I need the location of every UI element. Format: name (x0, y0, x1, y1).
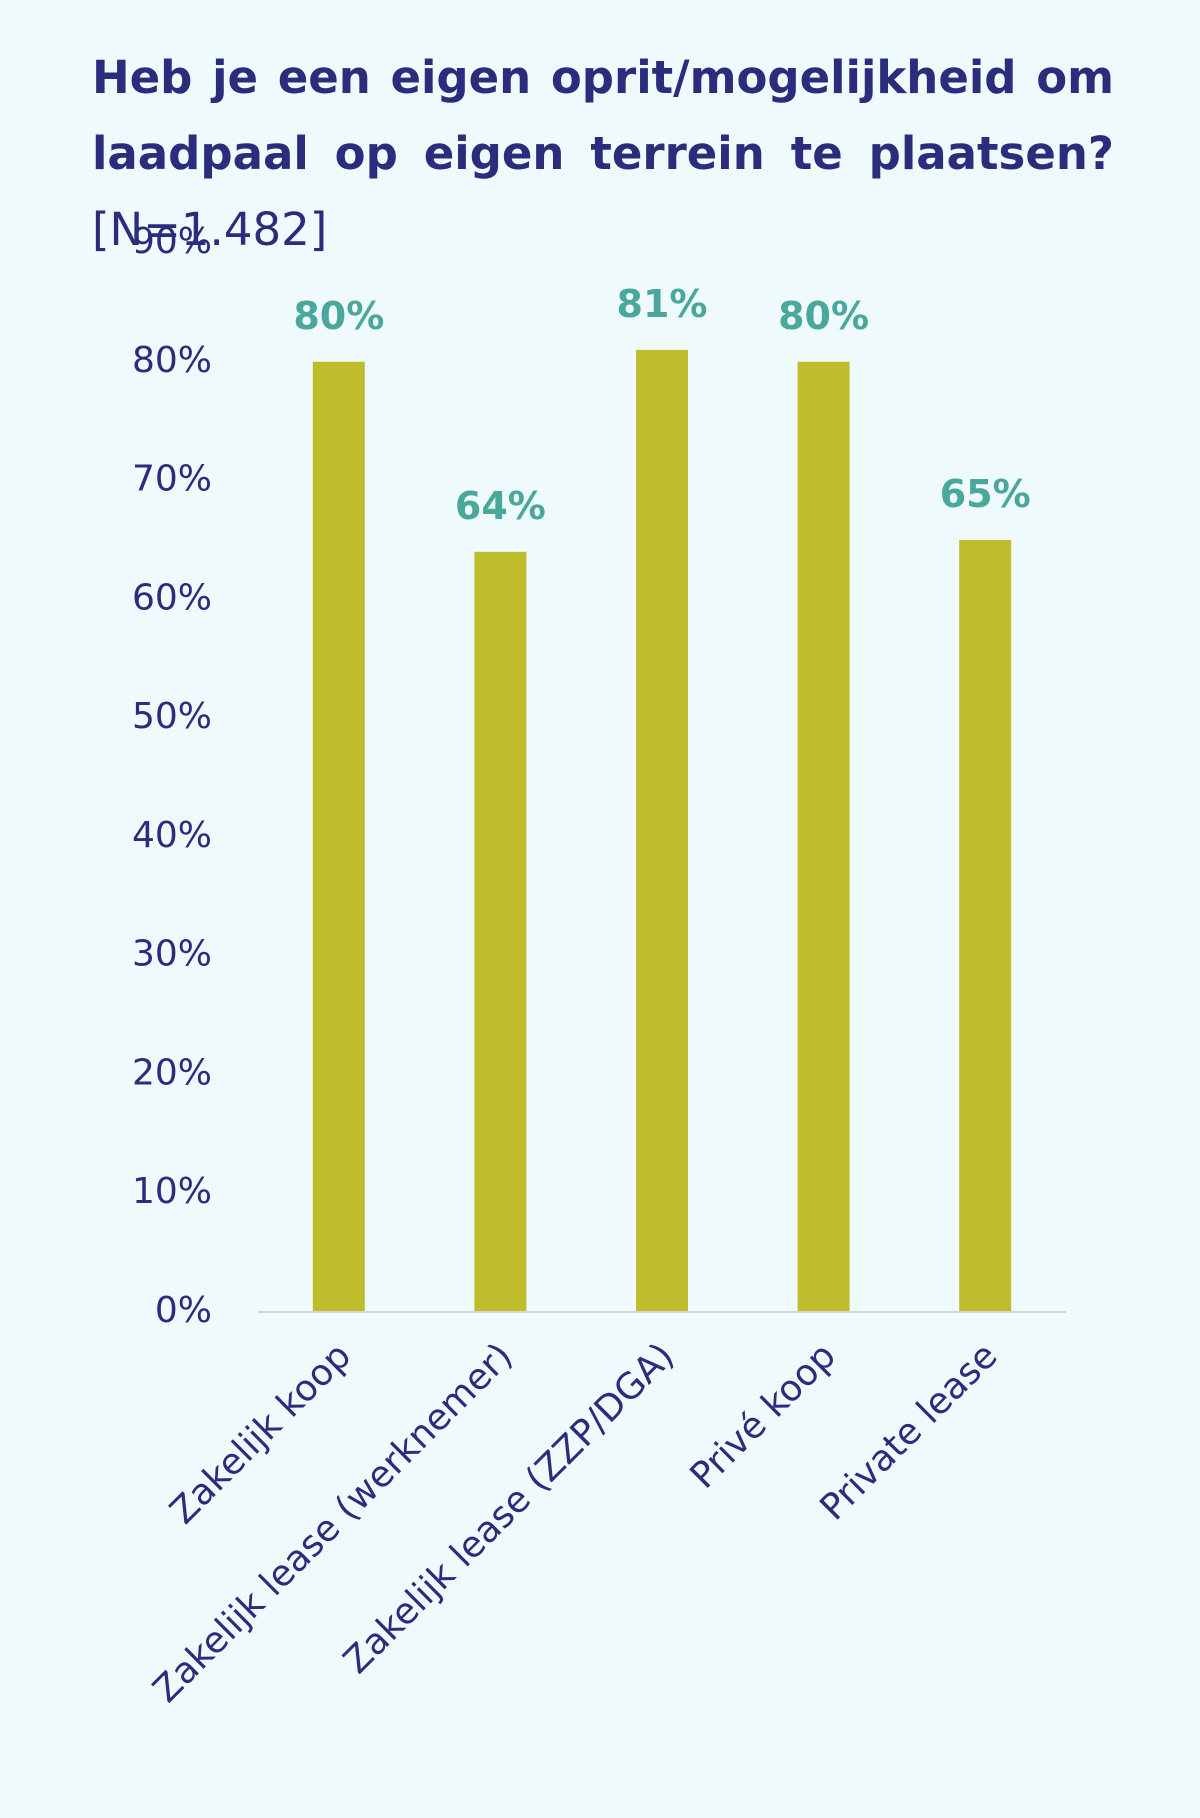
data-label: 64% (455, 484, 546, 528)
category-label: Privé koop (683, 1335, 844, 1496)
y-tick-label: 30% (132, 934, 212, 975)
y-tick-label: 50% (132, 696, 212, 737)
y-tick-label: 80% (132, 340, 212, 381)
y-tick-label: 40% (132, 815, 212, 856)
bars (312, 349, 1012, 1312)
y-tick-label: 70% (132, 459, 212, 500)
y-tick-label: 10% (132, 1171, 212, 1212)
bar (797, 361, 850, 1312)
category-label: Zakelijk lease (ZZP/DGA) (336, 1335, 682, 1681)
chart-title: Heb je een eigen oprit/mogelijkheid om l… (92, 40, 1114, 268)
data-label: 81% (617, 282, 708, 326)
bar (312, 361, 365, 1312)
y-axis-tick-labels: 0% 10% 20% 30% 40% 50% 60% 70% 80% 90% (132, 221, 212, 1331)
chart-sample-size: [N=1.482] (92, 203, 328, 256)
chart-title-text: Heb je een eigen oprit/mogelijkheid om l… (92, 51, 1114, 180)
data-label: 65% (940, 472, 1031, 516)
data-label: 80% (293, 294, 384, 338)
bar (636, 349, 688, 1312)
y-tick-label: 90% (132, 221, 212, 262)
y-tick-label: 0% (155, 1290, 212, 1331)
bar (474, 551, 527, 1312)
data-labels: 80% 64% 81% 80% 65% (293, 282, 1030, 528)
y-tick-label: 20% (132, 1052, 212, 1093)
data-label: 80% (778, 294, 869, 338)
y-tick-label: 60% (132, 577, 212, 618)
bar (959, 539, 1012, 1312)
